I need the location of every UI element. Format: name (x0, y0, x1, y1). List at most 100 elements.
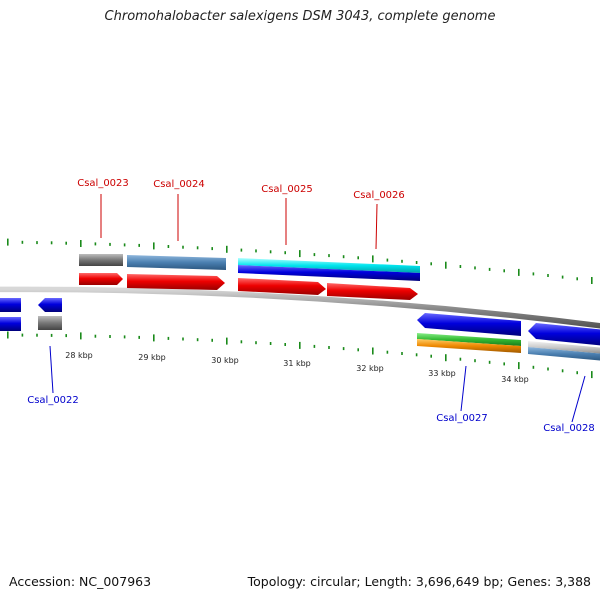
genome-stats-text: Topology: circular; Length: 3,696,649 bp… (247, 574, 591, 589)
minor-tick (255, 249, 257, 253)
major-tick (445, 261, 447, 269)
minor-tick (167, 336, 170, 340)
minor-tick (547, 367, 549, 371)
major-tick (518, 362, 520, 370)
gene-label-csal-0024[interactable]: Csal_0024 (153, 179, 205, 190)
minor-tick (94, 242, 97, 246)
minor-tick (21, 333, 24, 337)
minor-tick (313, 344, 316, 348)
cds-csal-0027 (417, 313, 521, 336)
minor-tick (503, 269, 505, 273)
minor-tick (240, 340, 243, 344)
minor-tick (430, 262, 432, 266)
minor-tick (196, 246, 199, 250)
scale-label: 28 kbp (65, 351, 93, 360)
feature-blue-band (238, 265, 420, 281)
minor-tick (503, 362, 505, 366)
cds-csal-0024 (127, 274, 225, 290)
scale-label: 30 kbp (211, 356, 239, 365)
major-tick (153, 242, 155, 250)
minor-tick (123, 335, 126, 339)
cds-csal-0025 (238, 278, 326, 295)
forward-gene-labels: Csal_0023 Csal_0024 Csal_0025 Csal_0026 (77, 178, 405, 250)
minor-tick (561, 275, 564, 279)
minor-tick (401, 259, 403, 263)
minor-tick (430, 354, 432, 358)
gene-label-csal-0028[interactable]: Csal_0028 (543, 423, 595, 434)
minor-tick (109, 242, 111, 246)
major-tick (80, 332, 82, 340)
cds-csal-0026 (327, 283, 418, 300)
minor-tick (109, 335, 111, 338)
minor-tick (138, 243, 140, 247)
minor-tick (196, 338, 199, 342)
gene-label-csal-0025[interactable]: Csal_0025 (261, 184, 313, 195)
gene-label-csal-0022[interactable]: Csal_0022 (27, 395, 79, 406)
forward-features (79, 254, 420, 300)
major-tick (153, 334, 155, 342)
gene-csal-0028 (528, 347, 600, 361)
minor-tick (284, 251, 286, 255)
major-tick (518, 268, 520, 276)
minor-tick (474, 266, 476, 270)
major-tick (591, 277, 593, 284)
minor-tick (532, 365, 535, 369)
map-title: Chromohalobacter salexigens DSM 3043, co… (104, 9, 496, 24)
minor-tick (167, 245, 170, 248)
minor-tick (138, 335, 140, 339)
minor-tick (36, 241, 38, 245)
feature-light-csal-0028 (528, 341, 600, 354)
minor-tick (240, 248, 243, 252)
minor-tick (357, 256, 359, 260)
minor-tick (269, 250, 272, 254)
major-tick (80, 240, 82, 247)
minor-tick (459, 265, 462, 268)
feature-orange (417, 339, 521, 353)
major-tick (7, 331, 9, 339)
minor-tick (342, 347, 345, 351)
minor-tick (474, 359, 476, 363)
cds-left-edge (0, 298, 21, 312)
minor-tick (576, 371, 578, 375)
minor-tick (182, 337, 184, 341)
pseudo-csal-0022 (38, 316, 62, 330)
major-tick (372, 347, 374, 355)
minor-tick (576, 277, 578, 281)
minor-tick (182, 245, 184, 249)
minor-tick (328, 346, 330, 349)
gene-label-csal-0026[interactable]: Csal_0026 (353, 190, 405, 201)
minor-tick (94, 334, 97, 338)
reverse-gene-labels: Csal_0022 Csal_0027 Csal_0028 (27, 345, 595, 434)
minor-tick (488, 360, 491, 364)
minor-tick (459, 357, 462, 361)
minor-tick (401, 352, 403, 355)
feature-gene-csal-0024 (127, 255, 226, 270)
lower-tick-row (7, 331, 593, 379)
minor-tick (211, 247, 213, 251)
cds-csal-0023 (79, 273, 123, 285)
minor-tick (36, 333, 38, 337)
minor-tick (561, 369, 564, 373)
scale-label: 34 kbp (501, 375, 529, 384)
minor-tick (488, 267, 491, 271)
major-tick (299, 341, 301, 349)
minor-tick (123, 243, 126, 247)
upper-tick-row (7, 238, 593, 284)
minor-tick (211, 338, 213, 342)
minor-tick (269, 342, 272, 345)
minor-tick (415, 261, 418, 264)
minor-tick (65, 334, 67, 338)
major-tick (299, 250, 301, 258)
major-tick (226, 245, 228, 253)
major-tick (226, 337, 228, 345)
minor-tick (415, 353, 418, 357)
minor-tick (313, 253, 316, 257)
gene-label-csal-0027[interactable]: Csal_0027 (436, 413, 488, 424)
minor-tick (21, 240, 24, 244)
scale-label: 33 kbp (428, 369, 456, 378)
minor-tick (386, 350, 389, 354)
cds-csal-0022 (38, 298, 62, 312)
gene-left-edge (0, 317, 21, 331)
gene-label-csal-0023[interactable]: Csal_0023 (77, 178, 129, 189)
minor-tick (532, 272, 535, 276)
